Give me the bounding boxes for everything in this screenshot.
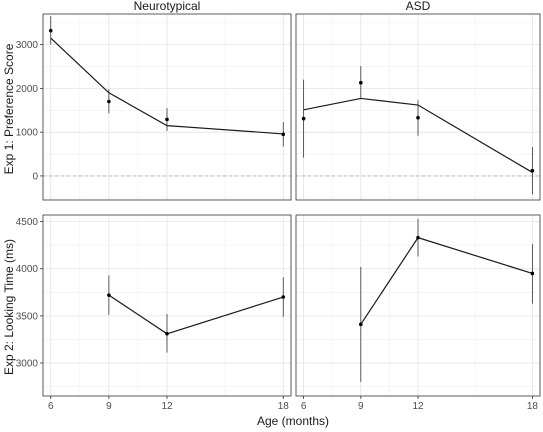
strip-background-asd [296, 0, 540, 15]
panel-border-r1-asd [295, 13, 541, 201]
data-point-r2-neurotypical [107, 293, 111, 297]
y-tick-label-r2-neurotypical: 4500 [16, 217, 39, 228]
y-axis-title-row-1: Exp 1: Preference Score [2, 43, 16, 174]
data-point-r2-asd [416, 235, 420, 240]
data-point-r1-neurotypical [107, 99, 111, 104]
data-point-r1-asd [359, 80, 363, 85]
x-tick-label-r2-neurotypical: 6 [48, 401, 54, 412]
y-tick-label-r1-neurotypical: 3000 [16, 40, 39, 51]
x-tick-label-r2-asd: 12 [412, 401, 424, 412]
y-tick-label-r1-neurotypical: 0 [32, 171, 38, 182]
panel-border-r1-neurotypical [42, 13, 292, 201]
data-point-r2-neurotypical [281, 295, 286, 299]
strip-label-asd: ASD [406, 0, 431, 13]
data-point-r1-asd [301, 116, 306, 121]
y-axis-title-row-2: Exp 2: Looking Time (ms) [2, 239, 16, 375]
x-tick-label-r2-asd: 9 [358, 401, 364, 412]
x-tick-label-r2-asd: 6 [301, 401, 307, 412]
x-tick-label-r2-neurotypical: 18 [278, 401, 290, 412]
data-point-r1-neurotypical [165, 117, 169, 122]
y-tick-label-r2-neurotypical: 4000 [16, 264, 39, 275]
x-tick-label-r2-neurotypical: 9 [106, 401, 112, 412]
data-point-r1-asd [416, 115, 420, 120]
data-point-r2-neurotypical [165, 331, 169, 336]
strip-label-neurotypical: Neurotypical [134, 0, 201, 13]
series-line-r1-asd [303, 97, 533, 173]
data-point-r1-neurotypical [48, 28, 53, 33]
data-point-r1-neurotypical [281, 132, 286, 137]
x-tick-label-r2-asd: 18 [527, 401, 539, 412]
panels-layer: Neurotypical ASD 0 1000 2000 3000 3000 3500 4000… [16, 0, 541, 412]
series-line-r1-neurotypical [50, 37, 284, 135]
data-point-r2-asd [530, 271, 535, 276]
strip-background-neurotypical [43, 0, 291, 15]
data-point-r1-asd [530, 168, 535, 173]
y-tick-label-r1-neurotypical: 1000 [16, 128, 39, 139]
data-point-r2-asd [359, 322, 363, 327]
x-axis-title: Age (months) [257, 414, 329, 428]
y-tick-label-r2-neurotypical: 3500 [16, 311, 39, 322]
y-tick-label-r2-neurotypical: 3000 [16, 359, 39, 370]
x-tick-label-r2-neurotypical: 12 [161, 401, 173, 412]
y-tick-label-r1-neurotypical: 2000 [16, 84, 39, 95]
